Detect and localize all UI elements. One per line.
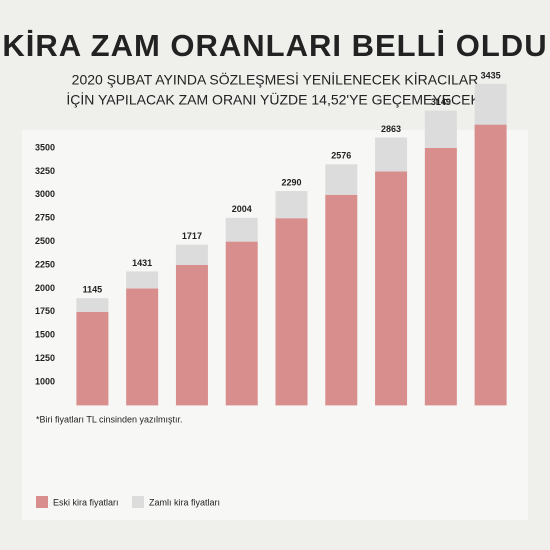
bar-segment [225, 217, 258, 242]
legend-label: Zamlı kira fiyatları [149, 497, 220, 507]
bar-segment [424, 110, 457, 148]
total-label: 2576 [331, 151, 351, 161]
bar-segment [126, 271, 159, 289]
bar-segment [275, 191, 308, 219]
y-tick-label: 1500 [35, 330, 55, 340]
bar-segment [474, 83, 507, 125]
total-label: 1431 [132, 258, 152, 268]
bar-segment [76, 298, 109, 312]
y-tick-label: 3250 [35, 166, 55, 176]
y-tick-label: 1250 [35, 353, 55, 363]
bar-segment [474, 124, 507, 406]
note: *Biri fiyatları TL cinsinden yazılmıştır… [36, 414, 183, 424]
subtitle: İÇİN YAPILACAK ZAM ORANI YÜZDE 14,52'YE … [66, 91, 483, 108]
legend-swatch [132, 496, 144, 508]
total-label: 2290 [281, 177, 301, 187]
bar-segment [424, 148, 457, 406]
total-label: 3149 [431, 97, 451, 107]
bar-segment [225, 241, 258, 406]
bar-segment [175, 265, 208, 406]
total-label: 1717 [182, 231, 202, 241]
total-label: 2863 [381, 124, 401, 134]
bar-segment [126, 288, 159, 406]
bar-segment [375, 171, 408, 406]
bar-segment [325, 194, 358, 406]
bar-segment [275, 218, 308, 406]
bar-segment [76, 311, 109, 406]
total-label: 3435 [481, 70, 501, 80]
y-tick-label: 1000 [35, 376, 55, 386]
y-tick-label: 2750 [35, 213, 55, 223]
total-label: 1145 [83, 285, 103, 295]
bar-segment [325, 164, 358, 195]
y-tick-label: 3500 [35, 142, 55, 152]
bar-segment [375, 137, 408, 172]
legend-swatch [36, 496, 48, 508]
y-tick-label: 3000 [35, 189, 55, 199]
y-tick-label: 2000 [35, 283, 55, 293]
legend-label: Eski kira fiyatları [53, 497, 119, 507]
subtitle: 2020 ŞUBAT AYINDA SÖZLEŞMESİ YENİLENECEK… [72, 71, 479, 88]
y-tick-label: 1750 [35, 306, 55, 316]
y-tick-label: 2250 [35, 259, 55, 269]
y-tick-label: 2500 [35, 236, 55, 246]
bar-segment [175, 244, 208, 265]
chart-title: KİRA ZAM ORANLARI BELLİ OLDU [2, 28, 547, 63]
total-label: 2004 [232, 204, 252, 214]
